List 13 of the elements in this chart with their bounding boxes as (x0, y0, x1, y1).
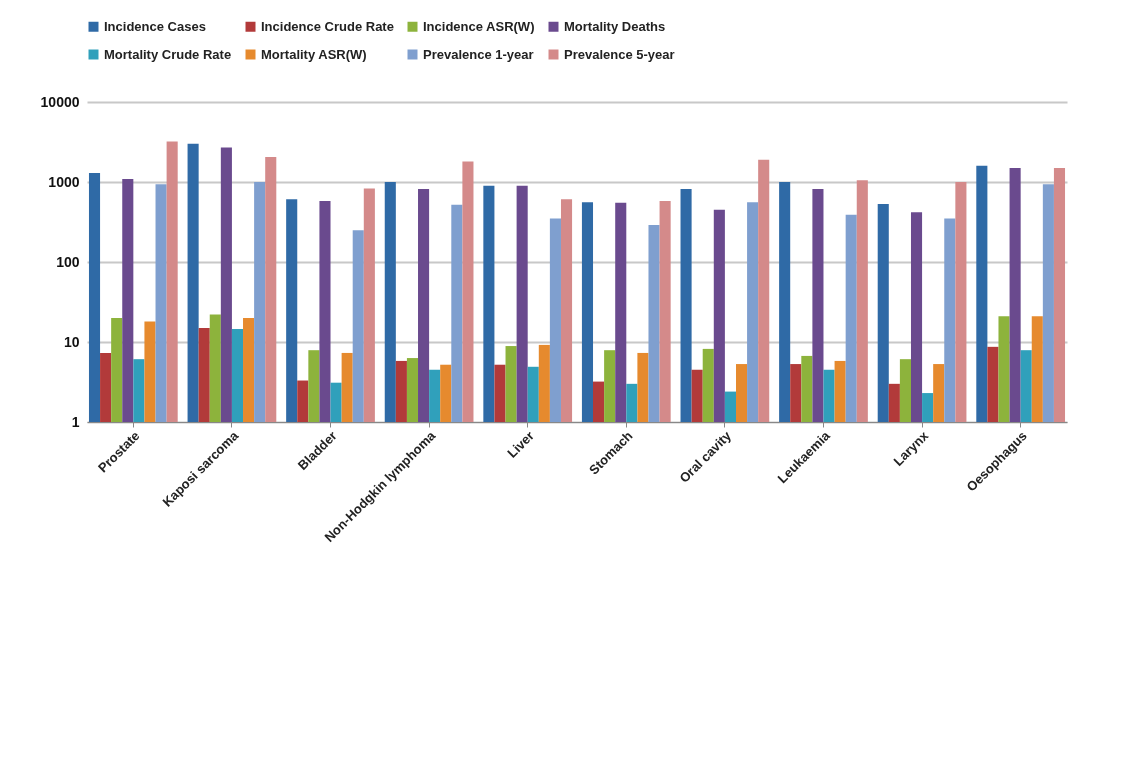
legend-label: Mortality ASR(W) (261, 46, 367, 62)
y-tick-label: 1 (71, 413, 80, 430)
y-tick-label: 100 (56, 253, 80, 270)
legend-label: Incidence Cases (104, 18, 206, 34)
legend-label: Mortality Deaths (564, 18, 666, 34)
legend-label: Mortality Crude Rate (104, 46, 232, 62)
legend-label: Prevalence 5-year (564, 46, 675, 62)
y-tick-label: 10000 (40, 93, 80, 110)
legend-label: Prevalence 1-year (423, 46, 534, 62)
legend-label: Incidence ASR(W) (423, 18, 535, 34)
legend-label: Incidence Crude Rate (261, 18, 394, 34)
y-tick-label: 1000 (48, 173, 80, 190)
y-tick-label: 10 (63, 333, 80, 350)
